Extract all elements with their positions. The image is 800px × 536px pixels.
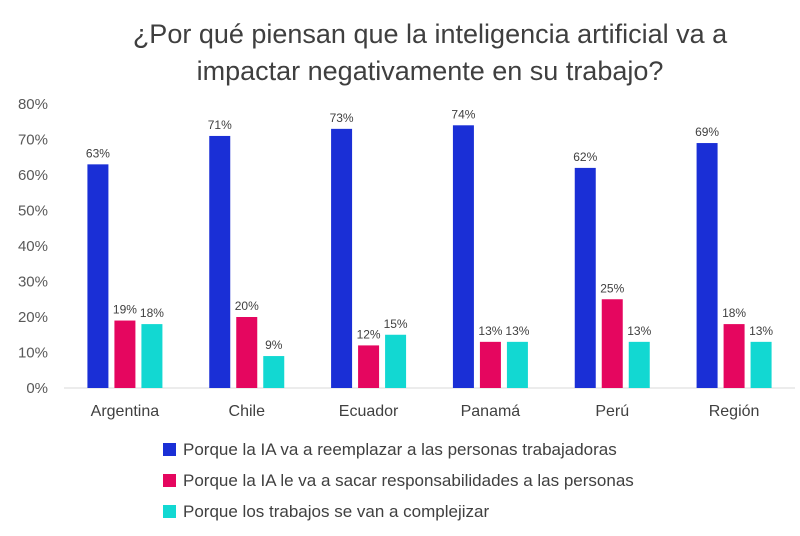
y-tick-label: 30% xyxy=(18,274,48,291)
y-tick-label: 40% xyxy=(18,238,48,255)
bar xyxy=(506,341,528,388)
legend-item-responsabilidades: Porque la IA le va a sacar responsabilid… xyxy=(163,465,634,496)
bar xyxy=(628,341,650,388)
bar xyxy=(209,135,231,388)
data-label: 13% xyxy=(505,324,529,338)
legend: Porque la IA va a reemplazar a las perso… xyxy=(163,434,634,527)
bar xyxy=(723,324,745,388)
bar xyxy=(750,341,772,388)
y-tick-label: 10% xyxy=(18,345,48,362)
data-label: 74% xyxy=(451,107,475,121)
legend-swatch-reemplazar xyxy=(163,443,176,456)
legend-item-complejizar: Porque los trabajos se van a complejizar xyxy=(163,496,634,527)
bar xyxy=(696,143,718,388)
bar xyxy=(236,317,258,388)
bar xyxy=(479,341,501,388)
bar xyxy=(114,320,136,388)
legend-swatch-responsabilidades xyxy=(163,474,176,487)
data-label: 13% xyxy=(749,324,773,338)
data-label: 15% xyxy=(384,317,408,331)
data-label: 69% xyxy=(695,125,719,139)
data-label: 25% xyxy=(600,281,624,295)
bar xyxy=(601,299,623,388)
bar xyxy=(452,125,474,389)
data-label: 20% xyxy=(235,299,259,313)
data-label: 19% xyxy=(113,303,137,317)
legend-label-responsabilidades: Porque la IA le va a sacar responsabilid… xyxy=(183,470,634,490)
data-label: 73% xyxy=(330,111,354,125)
legend-item-reemplazar: Porque la IA va a reemplazar a las perso… xyxy=(163,434,634,465)
x-tick-label: Ecuador xyxy=(339,403,399,420)
data-label: 18% xyxy=(140,306,164,320)
data-label: 13% xyxy=(627,324,651,338)
x-tick-label: Argentina xyxy=(91,403,160,420)
legend-label-complejizar: Porque los trabajos se van a complejizar xyxy=(183,501,490,521)
x-tick-label: Panamá xyxy=(461,403,521,420)
bar-chart: 0%10%20%30%40%50%60%70%80%63%19% 18%Argen… xyxy=(18,96,795,420)
bar xyxy=(87,164,109,388)
data-label: 18% xyxy=(722,306,746,320)
chart-title: ¿Por qué piensan que la inteligencia art… xyxy=(60,16,800,90)
x-tick-label: Perú xyxy=(595,403,629,420)
bar xyxy=(331,128,353,388)
bar xyxy=(141,324,163,388)
bar xyxy=(574,167,596,388)
data-label: 63% xyxy=(86,146,110,160)
data-label: 9% xyxy=(265,338,283,352)
chart-title-line-1: ¿Por qué piensan que la inteligencia art… xyxy=(132,19,728,49)
legend-swatch-complejizar xyxy=(163,505,176,518)
data-label: 13% xyxy=(478,324,502,338)
data-label: 62% xyxy=(573,150,597,164)
bar xyxy=(263,356,285,388)
bar xyxy=(358,345,380,388)
chart-title-line-2: impactar negativamente en su trabajo? xyxy=(196,56,664,86)
x-tick-label: Región xyxy=(709,403,760,420)
y-tick-label: 70% xyxy=(18,132,48,149)
data-label: 71% xyxy=(208,118,232,132)
bar xyxy=(385,334,407,388)
legend-label-reemplazar: Porque la IA va a reemplazar a las perso… xyxy=(183,439,617,459)
x-tick-label: Chile xyxy=(229,403,266,420)
y-tick-label: 80% xyxy=(18,96,48,113)
y-tick-label: 50% xyxy=(18,203,48,220)
y-tick-label: 20% xyxy=(18,309,48,326)
y-tick-label: 60% xyxy=(18,167,48,184)
y-tick-label: 0% xyxy=(26,380,48,397)
data-label: 12% xyxy=(357,327,381,341)
